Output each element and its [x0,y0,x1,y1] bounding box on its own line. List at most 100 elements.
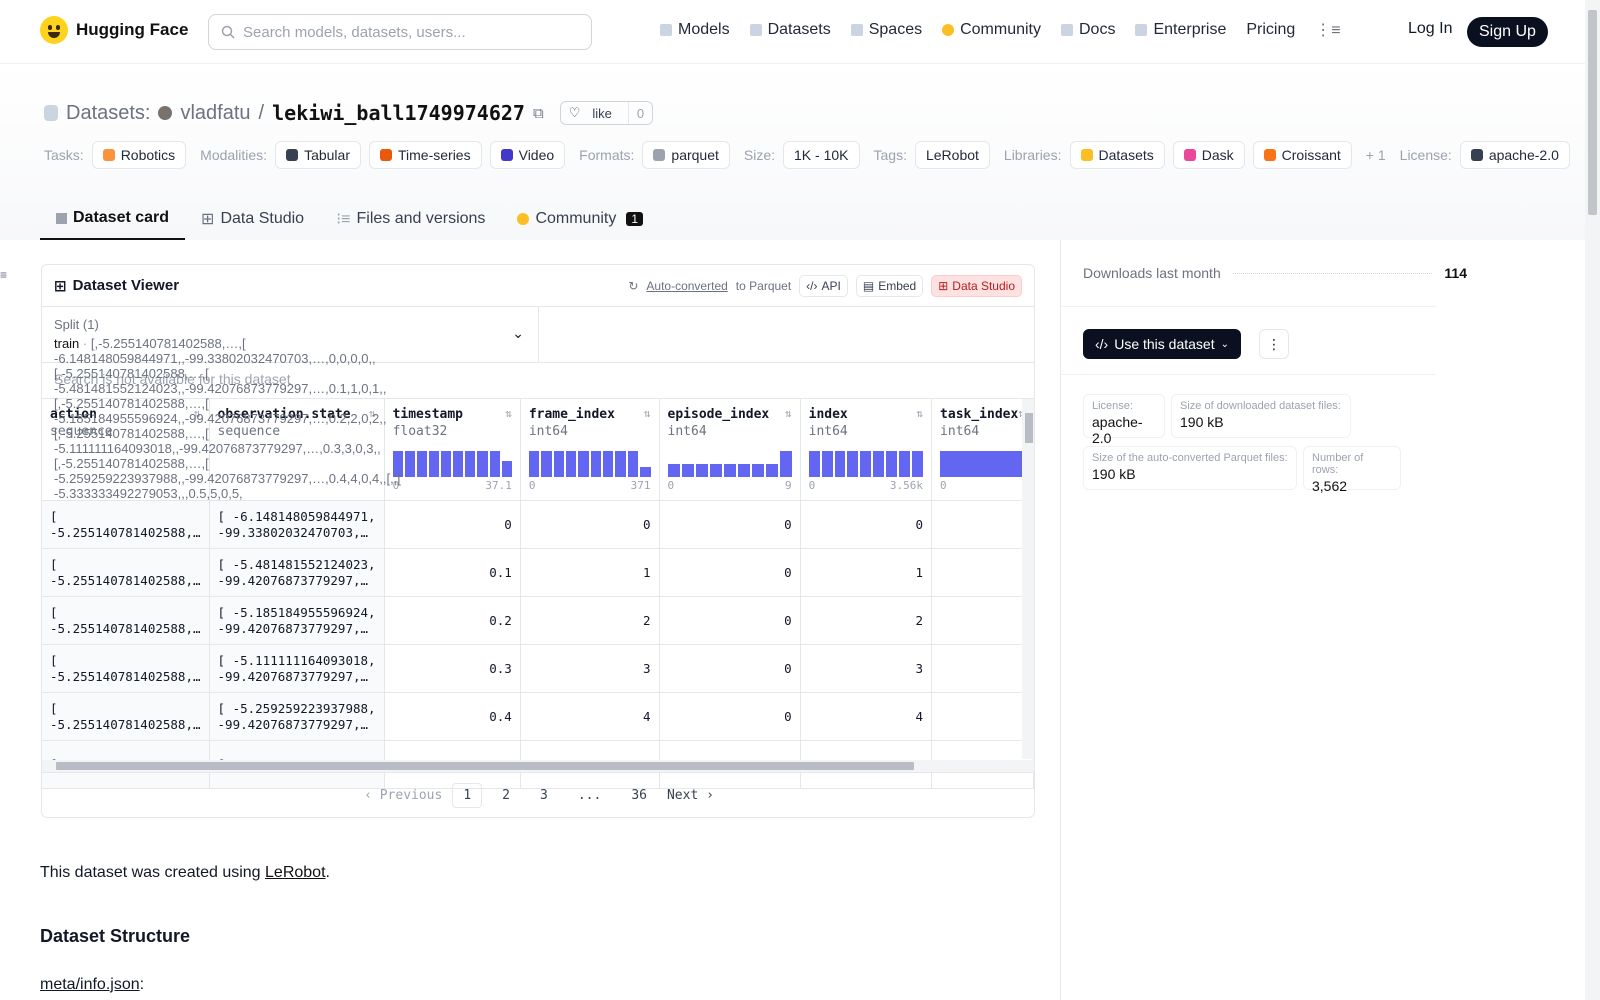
number-cell[interactable]: 0 [384,500,521,549]
tag-tabular[interactable]: Tabular [275,141,361,169]
sequence-cell[interactable]: [-5.255140781402588,… [42,548,210,597]
number-cell[interactable]: 0.2 [384,596,521,645]
page-2[interactable]: 2 [502,788,510,803]
number-cell[interactable]: 3 [520,644,660,693]
prev-button[interactable]: ‹ Previous [364,788,443,803]
sequence-cell[interactable]: [ -5.481481552124023, -99.42076873779297,… [209,548,385,597]
number-cell[interactable] [931,548,1034,597]
number-cell[interactable]: 0 [520,500,660,549]
tag-lerobot[interactable]: LeRobot [914,141,990,169]
more-options-button[interactable]: ⋮ [1259,329,1289,359]
nav-models[interactable]: Models [660,21,730,39]
number-cell[interactable] [931,644,1034,693]
column-header[interactable]: action ⇅ sequence [42,399,210,501]
tag-video[interactable]: Video [489,141,566,169]
histogram[interactable] [528,451,651,477]
number-cell[interactable]: 2 [800,596,933,645]
sequence-cell[interactable]: [ -5.111111164093018, -99.42076873779297,… [209,644,385,693]
sequence-cell[interactable]: [-5.255140781402588,… [42,596,210,645]
split-select[interactable]: Split (1) train · [,-5.255140781402588,…… [42,307,539,501]
table-row[interactable]: [-5.255140781402588,…[ -5.25925922393798… [42,692,1034,741]
sort-icon[interactable]: ⇅ [505,407,512,420]
number-cell[interactable]: 3 [800,644,933,693]
sort-icon[interactable]: ⇅ [193,407,201,420]
number-cell[interactable] [931,500,1034,549]
copy-icon[interactable]: ⧉ [532,104,544,122]
sequence-cell[interactable]: [-5.255140781402588,… [42,692,210,741]
page-36[interactable]: 36 [631,788,647,803]
section-label[interactable]: Datasets: [66,101,151,124]
login-link[interactable]: Log In [1408,20,1453,37]
column-header[interactable]: episode_index ⇅ int64 0 9 [659,399,801,501]
table-row[interactable]: [-5.255140781402588,…[ -5.48148155212402… [42,548,1034,597]
sequence-cell[interactable]: [-5.255140781402588,… [42,644,210,693]
search-input[interactable]: Search models, datasets, users... [208,14,592,50]
repo-name[interactable]: lekiwi_ball1749974627 [272,101,525,125]
tab-data-studio[interactable]: ⊞ Data Studio [201,210,305,228]
tag-size[interactable]: 1K - 10K [783,141,860,169]
number-cell[interactable]: 0 [659,500,801,549]
number-cell[interactable]: 4 [520,692,660,741]
number-cell[interactable]: 1 [520,548,660,597]
sequence-cell[interactable]: [-5.255140781402588,… [42,500,210,549]
tab-dataset-card[interactable]: Dataset card [40,198,186,240]
signup-button[interactable]: Sign Up [1467,17,1548,47]
tag-license[interactable]: apache-2.0 [1459,141,1570,169]
api-button[interactable]: ‹/› API [799,274,848,297]
nav-enterprise[interactable]: Enterprise [1135,21,1226,39]
column-header[interactable]: observation.state ⇅ sequence [209,399,385,501]
number-cell[interactable]: 0 [659,596,801,645]
tag-dask[interactable]: Dask [1172,141,1245,169]
sort-icon[interactable]: ⇅ [916,407,924,420]
histogram[interactable] [808,451,924,477]
number-cell[interactable]: 0 [800,500,933,549]
tag-timeseries[interactable]: Time-series [369,141,482,169]
nav-datasets[interactable]: Datasets [749,21,831,39]
number-cell[interactable]: 1 [800,548,933,597]
more-menu-icon[interactable]: ⋮≡ [1315,22,1341,39]
brand-logo[interactable]: Hugging Face [40,16,188,44]
vertical-scrollbar[interactable] [1022,399,1034,759]
sort-icon[interactable]: ⇅ [368,407,376,420]
sort-icon[interactable]: ⇅ [1018,407,1025,422]
embed-button[interactable]: ▤ Embed [855,274,924,297]
column-header[interactable]: task_index⇅ int64 0 [931,399,1034,501]
lerobot-link[interactable]: LeRobot [265,864,326,881]
tag-robotics[interactable]: Robotics [91,141,187,169]
number-cell[interactable]: 2 [520,596,660,645]
sequence-cell[interactable]: [ -5.185184955596924, -99.42076873779297,… [209,596,385,645]
nav-docs[interactable]: Docs [1061,21,1115,39]
tab-community[interactable]: Community 1 [501,198,659,240]
more-tags[interactable]: + 1 [1365,147,1386,163]
number-cell[interactable]: 4 [800,692,933,741]
table-row[interactable]: [-5.255140781402588,…[ -5.11111116409301… [42,644,1034,693]
number-cell[interactable] [931,596,1034,645]
meta-info-link[interactable]: meta/info.json [40,976,140,993]
number-cell[interactable] [931,692,1034,741]
sort-icon[interactable]: ⇅ [643,407,651,420]
histogram[interactable] [667,451,792,477]
tag-datasets-lib[interactable]: Datasets [1069,141,1165,169]
number-cell[interactable]: 0.1 [384,548,521,597]
tag-parquet[interactable]: parquet [642,141,730,169]
table-row[interactable]: [-5.255140781402588,…[ -6.14814805984497… [42,500,1034,549]
data-studio-button[interactable]: ⊞ Data Studio [931,274,1022,297]
nav-pricing[interactable]: Pricing [1246,21,1296,38]
histogram[interactable] [940,451,1025,477]
number-cell[interactable]: 0.4 [384,692,521,741]
column-header[interactable]: index ⇅ int64 0 3.56k [800,399,933,501]
repo-owner[interactable]: vladfatu [180,101,251,124]
toc-toggle-icon[interactable]: ≡ [0,268,8,282]
nav-spaces[interactable]: Spaces [850,21,922,39]
page-1[interactable]: 1 [452,783,483,808]
nav-community[interactable]: Community [942,21,1041,39]
use-dataset-button[interactable]: ‹/› Use this dataset ⌄ [1083,329,1241,359]
sequence-cell[interactable]: [ -5.259259223937988, -99.42076873779297,… [209,692,385,741]
sort-icon[interactable]: ⇅ [785,407,792,420]
page-3[interactable]: 3 [540,788,548,803]
page-scrollbar[interactable] [1585,0,1600,1000]
number-cell[interactable]: 0 [659,548,801,597]
tag-croissant[interactable]: Croissant [1252,141,1352,169]
sequence-cell[interactable]: [ -6.148148059844971, -99.33802032470703,… [209,500,385,549]
histogram[interactable] [392,451,512,477]
